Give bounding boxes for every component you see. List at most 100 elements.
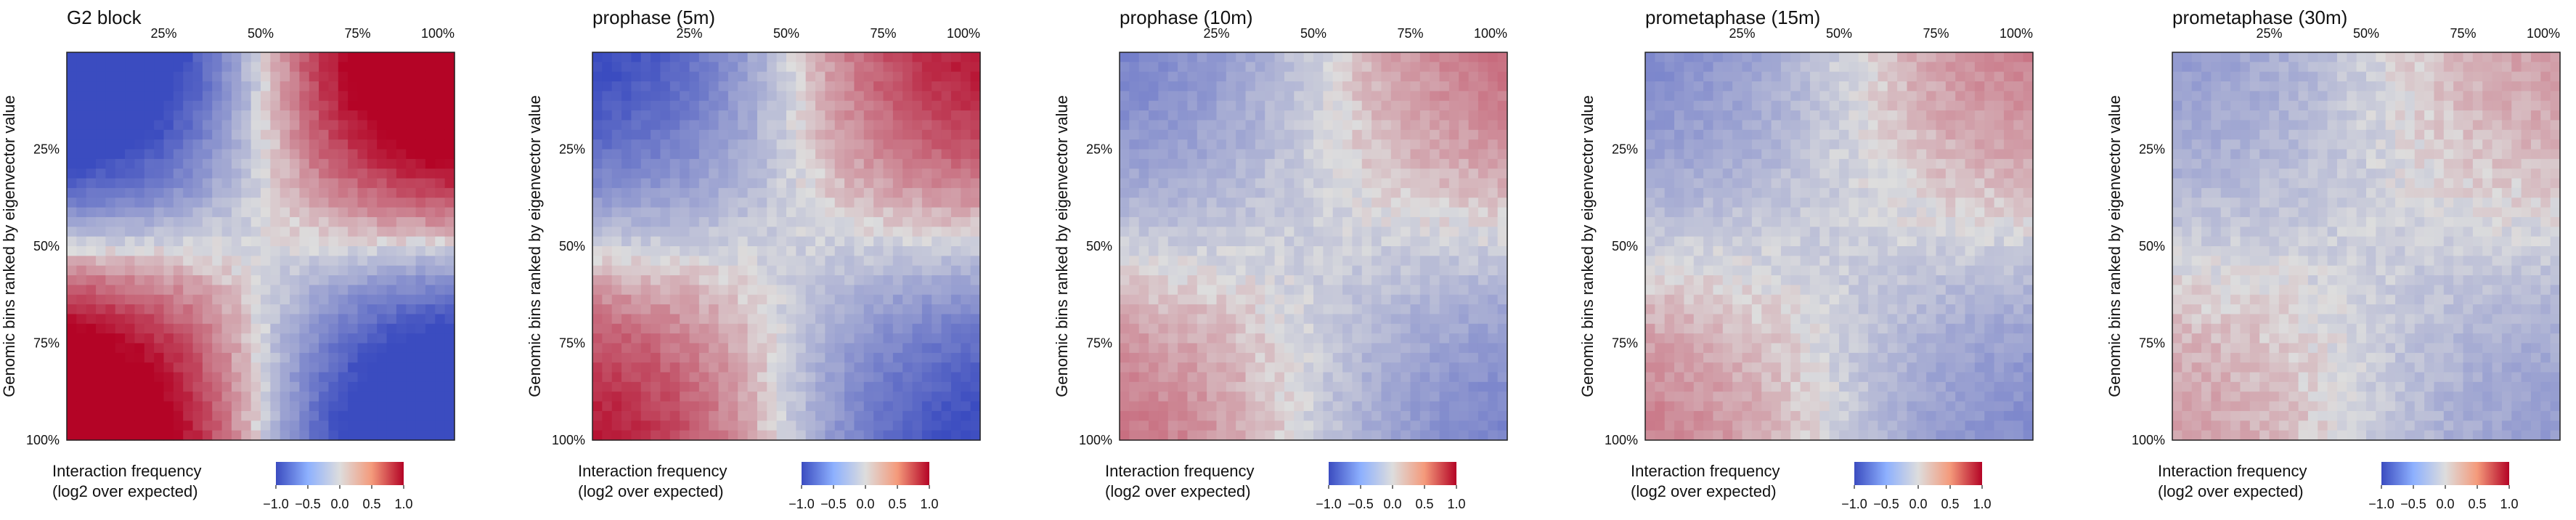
heatmap-cell — [1138, 430, 1149, 441]
heatmap-cell — [651, 178, 661, 189]
heatmap-cell — [1448, 216, 1459, 227]
heatmap-cell — [1371, 421, 1382, 431]
heatmap-cell — [309, 207, 319, 218]
heatmap-cell — [727, 410, 738, 421]
heatmap-cell — [1410, 294, 1421, 305]
heatmap-cell — [1158, 129, 1169, 140]
heatmap-cell — [1381, 62, 1392, 73]
heatmap-cell — [640, 71, 651, 82]
heatmap-cell — [1284, 129, 1295, 140]
heatmap-cell — [1488, 401, 1499, 412]
heatmap-cell — [1664, 52, 1675, 62]
heatmap-cell — [67, 207, 77, 218]
heatmap-cell — [961, 52, 971, 62]
heatmap-cell — [883, 52, 894, 62]
heatmap-cell — [1381, 246, 1392, 256]
heatmap-cell — [631, 178, 642, 189]
heatmap-cell — [1448, 129, 1459, 140]
heatmap-cell — [299, 120, 310, 131]
heatmap-cell — [1187, 91, 1198, 102]
heatmap-cell — [1178, 285, 1189, 296]
heatmap-cell — [1187, 207, 1198, 218]
heatmap-cell — [86, 62, 97, 73]
heatmap-cell — [1468, 187, 1479, 198]
heatmap-cell — [776, 333, 787, 344]
heatmap-cell — [1158, 91, 1169, 102]
heatmap-cell — [757, 352, 767, 363]
heatmap-cell — [173, 323, 184, 334]
heatmap-cell — [357, 285, 368, 296]
heatmap-cell — [183, 81, 194, 92]
heatmap-cell — [631, 352, 642, 363]
heatmap-cell — [921, 265, 932, 276]
heatmap-cell — [1371, 314, 1382, 325]
heatmap-cell — [406, 158, 417, 169]
heatmap-cell — [1303, 91, 1314, 102]
heatmap-cell — [1430, 236, 1440, 247]
heatmap-cell — [163, 362, 174, 373]
heatmap-cell — [1207, 314, 1218, 325]
colorbar-tick-label: 1.0 — [1447, 497, 1465, 511]
heatmap-cell — [1129, 120, 1140, 131]
heatmap-cell — [747, 216, 758, 227]
heatmap-cell — [1497, 372, 1508, 383]
heatmap-cell — [1323, 216, 1334, 227]
heatmap-cell — [1245, 149, 1256, 160]
heatmap-cell — [602, 256, 613, 267]
heatmap-cell — [1323, 352, 1334, 363]
heatmap-cell — [602, 227, 613, 237]
heatmap-cell — [747, 178, 758, 189]
heatmap-cell — [367, 304, 378, 315]
heatmap-cell — [698, 372, 709, 383]
heatmap-cell — [631, 120, 642, 131]
heatmap-cell — [1419, 265, 1430, 276]
heatmap-cell — [290, 227, 300, 237]
heatmap-cell — [873, 421, 884, 431]
heatmap-cell — [1265, 207, 1276, 218]
heatmap-cell — [241, 246, 252, 256]
heatmap-cell — [689, 343, 700, 354]
heatmap-cell — [854, 256, 865, 267]
heatmap-cell — [747, 430, 758, 441]
heatmap-cell — [932, 216, 942, 227]
heatmap-cell — [1497, 285, 1508, 296]
heatmap-cell — [309, 410, 319, 421]
heatmap-cell — [815, 158, 826, 169]
heatmap-cell — [786, 323, 796, 334]
heatmap-cell — [834, 110, 845, 121]
heatmap-cell — [328, 410, 339, 421]
heatmap-cell — [1226, 343, 1236, 354]
heatmap-cell — [660, 391, 671, 402]
heatmap-cell — [854, 285, 865, 296]
heatmap-cell — [1226, 323, 1236, 334]
heatmap-cell — [1430, 362, 1440, 373]
heatmap-cell — [183, 285, 194, 296]
heatmap-cell — [299, 71, 310, 82]
heatmap-cell — [757, 372, 767, 383]
heatmap-cell — [1361, 343, 1372, 354]
heatmap-cell — [834, 236, 845, 247]
heatmap-cell — [231, 149, 242, 160]
heatmap-cell — [689, 410, 700, 421]
heatmap-cell — [932, 120, 942, 131]
heatmap-cell — [221, 168, 232, 179]
heatmap-cell — [309, 304, 319, 315]
heatmap-cell — [689, 129, 700, 140]
heatmap-cell — [1323, 275, 1334, 285]
heatmap-cell — [611, 207, 622, 218]
heatmap-cell — [319, 333, 330, 344]
heatmap-cell — [1497, 362, 1508, 373]
heatmap-frame — [592, 52, 981, 441]
heatmap-cell — [669, 275, 680, 285]
heatmap-cell — [863, 410, 874, 421]
heatmap-cell — [338, 265, 349, 276]
heatmap-cell — [1236, 52, 1247, 62]
heatmap-cell — [1323, 110, 1334, 121]
heatmap-cell — [415, 178, 426, 189]
heatmap-cell — [1655, 314, 1666, 325]
heatmap-cell — [1361, 372, 1372, 383]
heatmap-cell — [357, 421, 368, 431]
heatmap-cell — [932, 91, 942, 102]
heatmap-cell — [1313, 421, 1324, 431]
heatmap-cell — [348, 110, 359, 121]
